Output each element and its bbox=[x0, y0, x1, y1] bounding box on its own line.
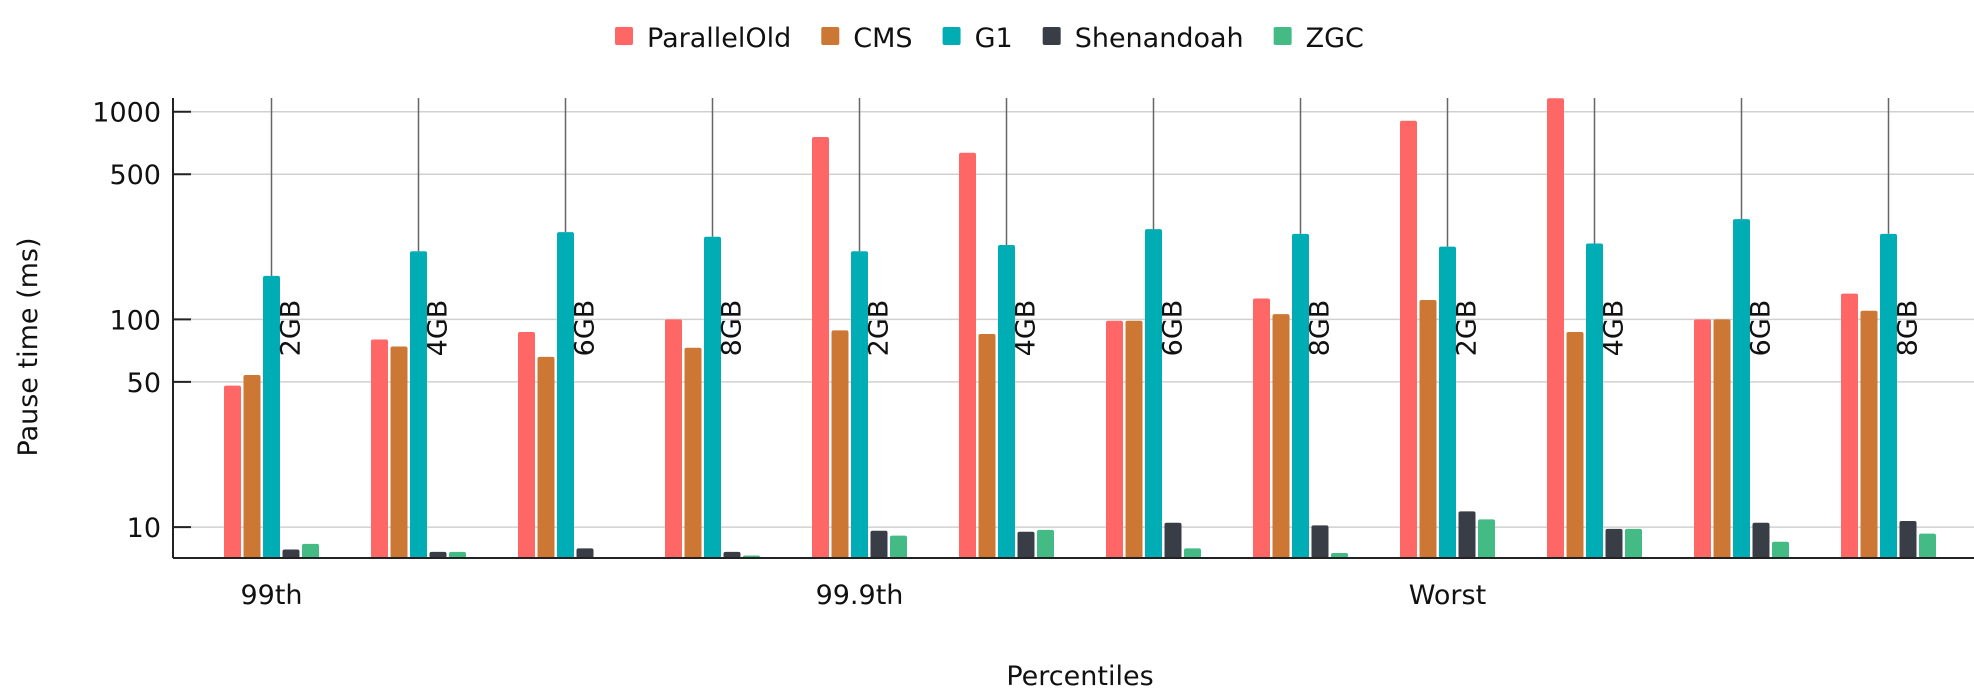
legend-swatch-cms bbox=[821, 27, 840, 45]
bar-cms-worst-4gb bbox=[1566, 331, 1584, 558]
heap-size-label: 4GB bbox=[1011, 300, 1042, 357]
bar-parallelold-worst-8gb bbox=[1841, 293, 1858, 558]
x-tick-label: Worst bbox=[1409, 580, 1486, 611]
heap-size-label: 2GB bbox=[864, 300, 895, 357]
bar-parallelold-99th-2gb bbox=[224, 385, 241, 558]
bar-shenandoah-worst-4gb bbox=[1605, 528, 1623, 558]
bar-shenandoah-99.9th-6gb bbox=[1164, 522, 1182, 558]
bar-parallelold-99.9th-2gb bbox=[812, 137, 829, 558]
bar-shenandoah-worst-8gb bbox=[1899, 520, 1917, 558]
bar-g1-99th-4gb bbox=[410, 251, 427, 558]
heap-size-label: 4GB bbox=[423, 300, 454, 357]
heap-size-label: 4GB bbox=[1599, 300, 1630, 357]
heap-size-label: 2GB bbox=[276, 300, 307, 357]
legend-swatch-g1 bbox=[942, 27, 961, 45]
bar-g1-99.9th-6gb bbox=[1145, 229, 1162, 558]
bar-shenandoah-99.9th-2gb bbox=[870, 530, 888, 558]
bar-g1-worst-2gb bbox=[1439, 246, 1456, 558]
legend-label-cms: CMS bbox=[853, 23, 912, 54]
heap-size-label: 2GB bbox=[1452, 300, 1483, 357]
bar-zgc-worst-4gb bbox=[1625, 528, 1642, 558]
bar-g1-worst-4gb bbox=[1586, 243, 1603, 558]
bar-shenandoah-99.9th-8gb bbox=[1311, 525, 1329, 558]
bar-parallelold-99.9th-4gb bbox=[959, 152, 976, 558]
bar-shenandoah-worst-6gb bbox=[1752, 522, 1770, 558]
bar-zgc-99th-4gb bbox=[449, 551, 466, 558]
y-tick-label: 100 bbox=[109, 305, 161, 336]
legend-label-parallelold: ParallelOld bbox=[647, 23, 791, 54]
bar-parallelold-worst-4gb bbox=[1547, 98, 1564, 558]
bar-cms-99.9th-8gb bbox=[1272, 314, 1290, 558]
bar-cms-99th-6gb bbox=[537, 356, 555, 558]
bar-shenandoah-99th-6gb bbox=[576, 548, 594, 558]
y-axis-title: Pause time (ms) bbox=[13, 237, 44, 456]
bar-cms-99.9th-4gb bbox=[978, 334, 996, 558]
x-axis-ticks: 99th 99.9th Worst bbox=[240, 580, 1486, 611]
bar-zgc-99th-2gb bbox=[302, 543, 319, 558]
x-tick-label: 99.9th bbox=[816, 580, 904, 611]
bar-zgc-99.9th-6gb bbox=[1184, 548, 1201, 558]
x-axis-title: Percentiles bbox=[1006, 661, 1153, 692]
heap-size-label: 6GB bbox=[1746, 300, 1777, 357]
heap-size-labels: 2GB 4GB 6GB 8GB 2GB 4GB 6GB 8GB 2GB 4GB 6GB 8GB bbox=[276, 300, 1924, 357]
bar-cms-99th-8gb bbox=[684, 347, 702, 558]
bar-zgc-99.9th-8gb bbox=[1331, 553, 1348, 558]
bar-cms-worst-8gb bbox=[1860, 310, 1878, 558]
bar-parallelold-worst-2gb bbox=[1400, 120, 1417, 558]
y-tick-label: 1000 bbox=[92, 98, 161, 129]
heap-size-label: 6GB bbox=[570, 300, 601, 357]
y-axis-ticks: 10 50 100 500 1000 bbox=[92, 98, 191, 544]
bar-cms-worst-2gb bbox=[1419, 299, 1437, 558]
bar-g1-99th-6gb bbox=[557, 232, 574, 559]
legend-swatch-shenandoah bbox=[1042, 27, 1061, 45]
legend-label-zgc: ZGC bbox=[1306, 23, 1364, 54]
bar-parallelold-99.9th-6gb bbox=[1106, 320, 1123, 558]
bar-g1-99th-2gb bbox=[263, 275, 280, 558]
bar-zgc-99.9th-2gb bbox=[890, 535, 907, 558]
bar-g1-99th-8gb bbox=[704, 236, 721, 558]
bar-cms-99.9th-6gb bbox=[1125, 320, 1143, 558]
y-tick-label: 500 bbox=[109, 160, 161, 191]
bar-parallelold-worst-6gb bbox=[1694, 319, 1711, 558]
x-tick-label: 99th bbox=[240, 580, 302, 611]
bars bbox=[224, 98, 1936, 559]
bar-shenandoah-worst-2gb bbox=[1458, 511, 1476, 558]
bar-g1-99.9th-8gb bbox=[1292, 233, 1309, 558]
bar-cms-worst-6gb bbox=[1713, 319, 1731, 558]
bar-parallelold-99th-8gb bbox=[665, 319, 682, 558]
heap-size-label: 8GB bbox=[1893, 300, 1924, 357]
legend: ParallelOld CMS G1 Shenandoah ZGC bbox=[615, 23, 1364, 54]
legend-label-shenandoah: Shenandoah bbox=[1075, 23, 1244, 54]
heap-size-label: 6GB bbox=[1158, 300, 1189, 357]
legend-label-g1: G1 bbox=[975, 23, 1013, 54]
group-reference-lines bbox=[270, 98, 1890, 276]
heap-size-label: 8GB bbox=[717, 300, 748, 357]
bar-cms-99th-4gb bbox=[390, 346, 408, 558]
bar-shenandoah-99th-2gb bbox=[282, 549, 300, 558]
bar-g1-99.9th-4gb bbox=[998, 245, 1015, 558]
bar-parallelold-99.9th-8gb bbox=[1253, 298, 1270, 558]
bar-g1-worst-6gb bbox=[1733, 219, 1750, 558]
bar-zgc-worst-8gb bbox=[1919, 533, 1936, 558]
bar-cms-99.9th-2gb bbox=[831, 330, 849, 558]
bar-zgc-99.9th-4gb bbox=[1037, 529, 1054, 558]
gridlines bbox=[173, 110, 1974, 528]
bar-g1-99.9th-2gb bbox=[851, 251, 868, 558]
bar-shenandoah-99th-4gb bbox=[429, 551, 447, 558]
bar-shenandoah-99.9th-4gb bbox=[1017, 531, 1035, 558]
bar-g1-worst-8gb bbox=[1880, 233, 1897, 558]
bar-zgc-worst-2gb bbox=[1478, 519, 1495, 558]
bar-cms-99th-2gb bbox=[243, 374, 261, 558]
y-tick-label: 10 bbox=[127, 513, 161, 544]
bar-zgc-worst-6gb bbox=[1772, 541, 1789, 558]
bar-parallelold-99th-6gb bbox=[518, 331, 535, 558]
legend-swatch-zgc bbox=[1273, 27, 1292, 45]
bar-parallelold-99th-4gb bbox=[371, 339, 388, 558]
y-tick-label: 50 bbox=[127, 368, 161, 399]
heap-size-label: 8GB bbox=[1305, 300, 1336, 357]
legend-swatch-parallelold bbox=[615, 27, 633, 45]
bar-shenandoah-99th-8gb bbox=[723, 551, 741, 558]
